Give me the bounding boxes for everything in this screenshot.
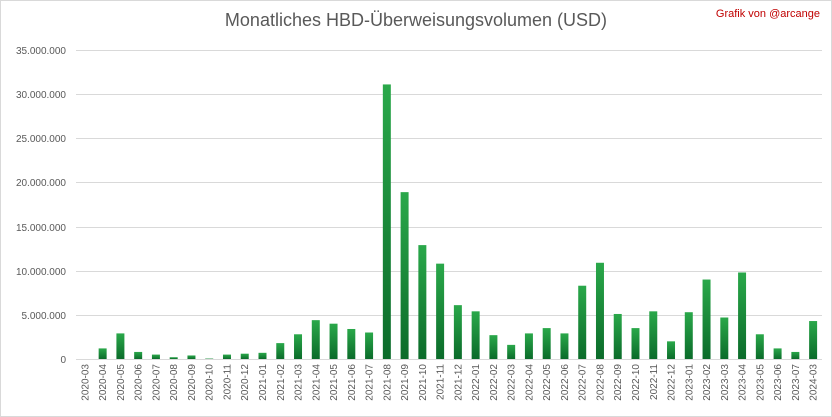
x-tick-label: 2020-05 (116, 364, 127, 401)
x-tick-label: 2023-06 (773, 364, 784, 401)
x-tick-label: 2020-08 (169, 364, 180, 401)
x-tick-label: 2024-03 (809, 364, 820, 401)
bar-2021-01 (258, 352, 267, 359)
bar-2024-03 (809, 321, 818, 359)
bar-2021-07 (365, 332, 374, 359)
bar-2020-12 (240, 353, 249, 359)
bar-2023-05 (755, 334, 764, 359)
x-tick-label: 2022-11 (649, 364, 660, 400)
bar-2020-11 (222, 354, 231, 359)
bar-2021-04 (311, 320, 320, 359)
x-tick-label: 2021-05 (329, 364, 340, 401)
bar-2021-11 (436, 263, 445, 359)
x-tick-label: 2022-10 (631, 364, 642, 401)
x-tick-label: 2023-03 (720, 364, 731, 401)
y-axis-tick-labels: 0 5.000.000 10.000.000 15.000.000 20.000.000… (16, 46, 67, 366)
x-tick-label: 2022-01 (471, 364, 482, 401)
x-tick-label: 2022-09 (613, 364, 624, 401)
x-tick-label: 2020-07 (151, 364, 162, 401)
x-tick-label: 2023-01 (684, 364, 695, 401)
x-tick-label: 2022-03 (507, 364, 518, 401)
y-tick-label: 15.000.000 (16, 223, 66, 234)
bar-2023-06 (773, 348, 782, 359)
bar-2023-02 (702, 279, 711, 359)
x-tick-label: 2020-11 (222, 364, 233, 400)
x-tick-label: 2021-09 (400, 364, 411, 401)
x-tick-label: 2021-02 (276, 364, 287, 401)
x-tick-label: 2023-02 (702, 364, 713, 401)
bar-2021-09 (400, 192, 409, 359)
bar-2022-11 (649, 311, 658, 359)
x-tick-label: 2020-06 (134, 364, 145, 401)
y-tick-label: 30.000.000 (16, 90, 66, 101)
x-tick-label: 2023-04 (738, 364, 749, 401)
x-tick-label: 2022-08 (595, 364, 606, 401)
bar-2020-07 (151, 354, 160, 359)
gridlines (76, 50, 822, 360)
bar-2022-07 (578, 285, 587, 359)
x-tick-label: 2021-03 (294, 364, 305, 401)
bar-2021-02 (276, 343, 285, 359)
bar-2023-03 (720, 317, 729, 359)
y-tick-label: 35.000.000 (16, 46, 66, 57)
bar-2022-10 (631, 328, 640, 359)
y-tick-label: 25.000.000 (16, 134, 66, 145)
x-tick-label: 2020-10 (205, 364, 216, 401)
x-tick-label: 2022-07 (578, 364, 589, 401)
x-tick-label: 2021-12 (453, 364, 464, 401)
credit-label: Grafik von @arcange (715, 8, 820, 20)
x-tick-label: 2022-04 (524, 364, 535, 401)
x-tick-label: 2020-12 (240, 364, 251, 401)
bar-2021-10 (418, 245, 427, 359)
bar-2022-06 (560, 333, 569, 359)
y-tick-label: 20.000.000 (16, 178, 66, 189)
bar-2021-03 (294, 334, 303, 359)
x-tick-label: 2020-09 (187, 364, 198, 401)
bar-2022-04 (524, 333, 533, 359)
x-tick-label: 2022-02 (489, 364, 500, 401)
bar-2021-12 (453, 305, 462, 359)
x-tick-label: 2021-08 (382, 364, 393, 401)
y-tick-label: 5.000.000 (22, 311, 67, 322)
x-tick-label: 2021-07 (365, 364, 376, 401)
bar-2023-04 (738, 272, 747, 359)
bar-2022-09 (613, 313, 622, 359)
x-tick-label: 2021-10 (418, 364, 429, 401)
bars (98, 84, 818, 360)
x-tick-label: 2021-01 (258, 364, 269, 401)
x-tick-label: 2023-07 (791, 364, 802, 401)
bar-2020-04 (98, 348, 107, 359)
bar-2022-02 (489, 335, 498, 359)
chart-title: Monatliches HBD-Überweisungsvolumen (USD… (224, 10, 608, 30)
y-tick-label: 0 (60, 355, 66, 366)
bar-2021-05 (329, 323, 338, 359)
bar-2022-01 (471, 311, 480, 359)
y-tick-label: 10.000.000 (16, 267, 66, 278)
bar-2022-08 (595, 262, 604, 359)
x-tick-label: 2020-03 (80, 364, 91, 401)
bar-2020-05 (116, 333, 125, 359)
bar-2023-07 (791, 351, 800, 359)
bar-2021-08 (382, 84, 391, 360)
bar-2022-03 (507, 344, 516, 359)
x-tick-label: 2022-12 (667, 364, 678, 401)
bar-2022-12 (667, 341, 676, 359)
x-tick-label: 2021-11 (436, 364, 447, 400)
bar-2020-09 (187, 355, 196, 359)
x-axis-tick-labels: 2020-03 2020-04 2020-05 2020-06 2020-07 2020-… (80, 364, 819, 401)
bar-2022-05 (542, 328, 551, 359)
x-tick-label: 2021-04 (311, 364, 322, 401)
x-tick-label: 2020-04 (98, 364, 109, 401)
x-tick-label: 2023-05 (755, 364, 766, 401)
bar-2020-08 (169, 357, 178, 359)
bar-2021-06 (347, 328, 356, 359)
bar-2023-01 (684, 312, 693, 359)
x-tick-label: 2021-06 (347, 364, 358, 401)
x-tick-label: 2022-05 (542, 364, 553, 401)
x-tick-label: 2022-06 (560, 364, 571, 401)
bar-2020-06 (134, 351, 143, 359)
